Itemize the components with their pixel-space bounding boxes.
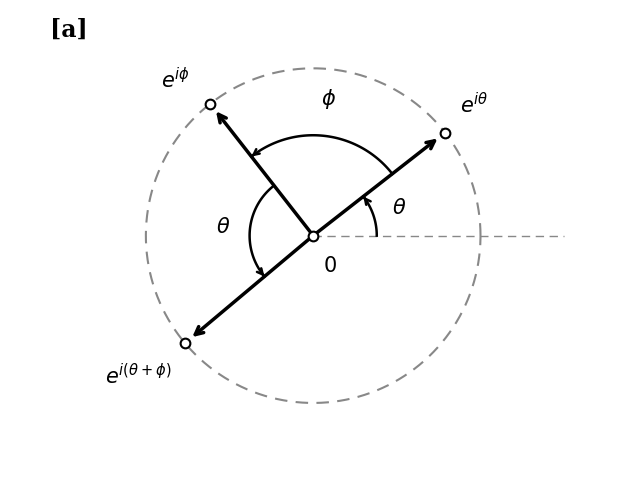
Text: 0: 0 (323, 256, 336, 276)
Text: $e^{i(\theta+\phi)}$: $e^{i(\theta+\phi)}$ (105, 363, 172, 388)
Text: $e^{i\theta}$: $e^{i\theta}$ (460, 92, 489, 118)
Text: $\theta$: $\theta$ (392, 199, 407, 219)
FancyBboxPatch shape (20, 0, 593, 488)
Text: [a]: [a] (51, 18, 88, 42)
Text: $\theta$: $\theta$ (216, 217, 230, 237)
Text: $e^{i\phi}$: $e^{i\phi}$ (161, 67, 190, 92)
Text: $\phi$: $\phi$ (321, 87, 336, 111)
